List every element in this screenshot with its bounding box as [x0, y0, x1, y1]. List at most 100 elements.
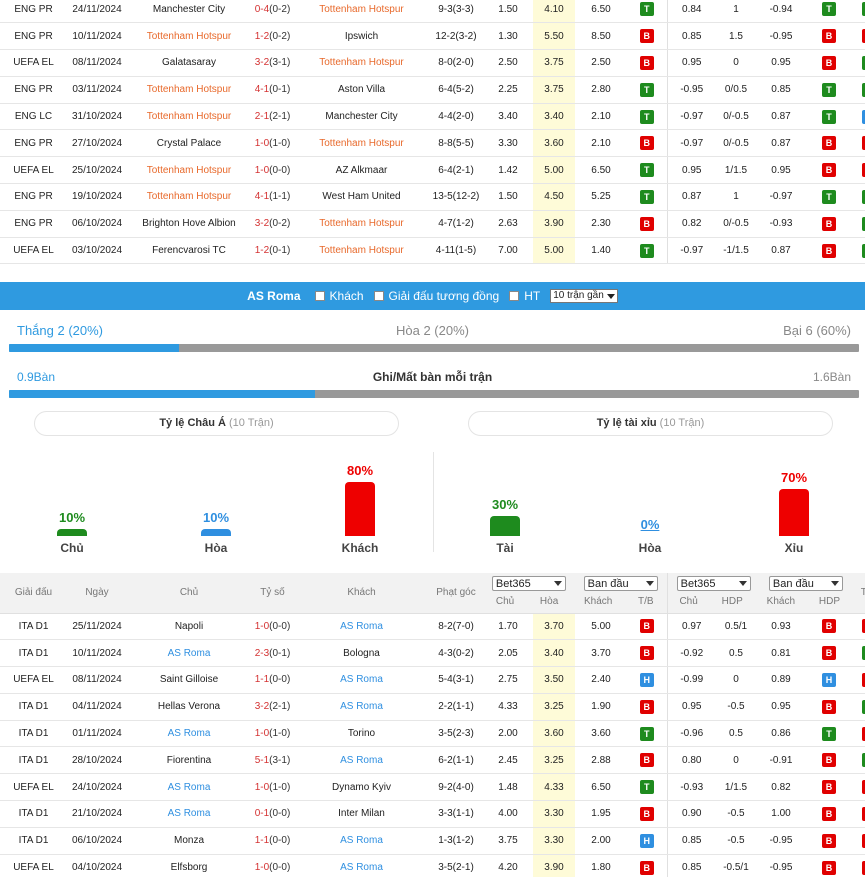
score-cell[interactable]: 1-0(1-0) [251, 129, 294, 158]
score-cell[interactable]: 1-1(0-0) [251, 666, 294, 694]
home-team[interactable]: Tottenham Hotspur [127, 22, 251, 51]
ht-checkbox[interactable] [509, 291, 520, 301]
score-cell[interactable]: 1-2(0-1) [251, 237, 294, 265]
ah-handicap: 1 [716, 183, 756, 211]
away-team[interactable]: Inter Milan [294, 800, 429, 828]
league-cell[interactable]: ENG PR [0, 0, 67, 24]
league-cell[interactable]: ITA D1 [0, 746, 67, 775]
recent-matches-select[interactable]: 10 trận gần [550, 289, 618, 303]
away-team[interactable]: Tottenham Hotspur [294, 0, 429, 24]
away-team[interactable]: AS Roma [294, 827, 429, 855]
league-cell[interactable]: UEFA EL [0, 666, 67, 694]
full-time-score: 2-3 [254, 647, 270, 659]
odds-draw: 5.00 [533, 156, 575, 185]
ou-result-badge: T [861, 216, 865, 231]
score-cell[interactable]: 4-1(0-1) [251, 76, 294, 104]
bookmaker-select-2[interactable]: Bet365 [676, 576, 751, 591]
away-team[interactable]: Bologna [294, 639, 429, 668]
odds-away: 2.80 [575, 76, 627, 104]
score-cell[interactable]: 3-2(0-2) [251, 210, 294, 238]
away-team[interactable]: Tottenham Hotspur [294, 237, 429, 265]
home-team[interactable]: Tottenham Hotspur [127, 76, 251, 104]
ah-result-badge: B [822, 753, 836, 768]
score-cell[interactable]: 1-2(0-2) [251, 22, 294, 51]
home-team[interactable]: AS Roma [127, 800, 251, 828]
home-team[interactable]: Monza [127, 827, 251, 855]
league-cell[interactable]: ENG PR [0, 22, 67, 51]
home-team[interactable]: Fiorentina [127, 746, 251, 775]
score-cell[interactable]: 2-3(0-1) [251, 639, 294, 668]
away-team[interactable]: AS Roma [294, 693, 429, 721]
score-cell[interactable]: 5-1(3-1) [251, 746, 294, 775]
home-team[interactable]: AS Roma [127, 639, 251, 668]
home-team[interactable]: Galatasaray [127, 49, 251, 77]
score-cell[interactable]: 1-0(1-0) [251, 720, 294, 748]
league-cell[interactable]: ENG PR [0, 183, 67, 211]
away-team[interactable]: Tottenham Hotspur [294, 129, 429, 158]
away-team[interactable]: AS Roma [294, 746, 429, 775]
home-team[interactable]: Saint Gilloise [127, 666, 251, 694]
home-team[interactable]: Tottenham Hotspur [127, 103, 251, 131]
home-team[interactable]: Napoli [127, 613, 251, 641]
home-team[interactable]: Manchester City [127, 0, 251, 24]
league-cell[interactable]: ENG PR [0, 210, 67, 238]
score-cell[interactable]: 1-0(0-0) [251, 613, 294, 641]
asian-title-text: Tỷ lệ Châu Á [159, 417, 226, 429]
home-team[interactable]: Hellas Verona [127, 693, 251, 721]
away-team[interactable]: West Ham United [294, 183, 429, 211]
home-team[interactable]: Brighton Hove Albion [127, 210, 251, 238]
score-cell[interactable]: 3-2(3-1) [251, 49, 294, 77]
home-team[interactable]: Tottenham Hotspur [127, 156, 251, 185]
score-cell[interactable]: 4-1(1-1) [251, 183, 294, 211]
score-cell[interactable]: 1-1(0-0) [251, 827, 294, 855]
away-team[interactable]: AS Roma [294, 854, 429, 877]
away-team[interactable]: AZ Alkmaar [294, 156, 429, 185]
home-team[interactable]: Crystal Palace [127, 129, 251, 158]
league-cell[interactable]: UEFA EL [0, 156, 67, 185]
odds-type-select-2[interactable]: Ban đầu [768, 576, 843, 591]
score-cell[interactable]: 0-4(0-2) [251, 0, 294, 24]
away-team[interactable]: Tottenham Hotspur [294, 49, 429, 77]
league-cell[interactable]: UEFA EL [0, 773, 67, 802]
score-cell[interactable]: 2-1(2-1) [251, 103, 294, 131]
home-team[interactable]: AS Roma [127, 720, 251, 748]
score-cell[interactable]: 0-1(0-0) [251, 800, 294, 828]
score-cell[interactable]: 1-0(1-0) [251, 773, 294, 802]
ah-home-odds: 0.95 [666, 49, 716, 77]
home-team[interactable]: Tottenham Hotspur [127, 183, 251, 211]
away-team[interactable]: Torino [294, 720, 429, 748]
away-team[interactable]: Aston Villa [294, 76, 429, 104]
league-cell[interactable]: ENG PR [0, 76, 67, 104]
league-cell[interactable]: ENG PR [0, 129, 67, 158]
score-cell[interactable]: 3-2(2-1) [251, 693, 294, 721]
odds-home: 2.63 [483, 210, 533, 238]
league-cell[interactable]: ITA D1 [0, 720, 67, 748]
league-cell[interactable]: ITA D1 [0, 800, 67, 828]
league-cell[interactable]: UEFA EL [0, 854, 67, 877]
league-cell[interactable]: UEFA EL [0, 49, 67, 77]
league-cell[interactable]: ENG LC [0, 103, 67, 131]
header-date: Ngày [67, 573, 127, 614]
odds-type-select-1[interactable]: Ban đầu [583, 576, 658, 591]
home-team[interactable]: Ferencvarosi TC [127, 237, 251, 265]
away-team[interactable]: Ipswich [294, 22, 429, 51]
away-team[interactable]: Manchester City [294, 103, 429, 131]
bookmaker-select-1[interactable]: Bet365 [491, 576, 566, 591]
same-league-checkbox[interactable] [373, 291, 384, 301]
league-cell[interactable]: ITA D1 [0, 613, 67, 641]
away-checkbox[interactable] [314, 291, 325, 301]
away-team[interactable]: AS Roma [294, 666, 429, 694]
ah-home-odds: 0.90 [666, 800, 716, 828]
win-ratio-bar [9, 344, 859, 352]
away-team[interactable]: Tottenham Hotspur [294, 210, 429, 238]
score-cell[interactable]: 1-0(0-0) [251, 156, 294, 185]
away-team[interactable]: AS Roma [294, 613, 429, 641]
league-cell[interactable]: ITA D1 [0, 639, 67, 668]
home-team[interactable]: AS Roma [127, 773, 251, 802]
league-cell[interactable]: ITA D1 [0, 693, 67, 721]
league-cell[interactable]: UEFA EL [0, 237, 67, 265]
home-team[interactable]: Elfsborg [127, 854, 251, 877]
league-cell[interactable]: ITA D1 [0, 827, 67, 855]
score-cell[interactable]: 1-0(0-0) [251, 854, 294, 877]
away-team[interactable]: Dynamo Kyiv [294, 773, 429, 802]
